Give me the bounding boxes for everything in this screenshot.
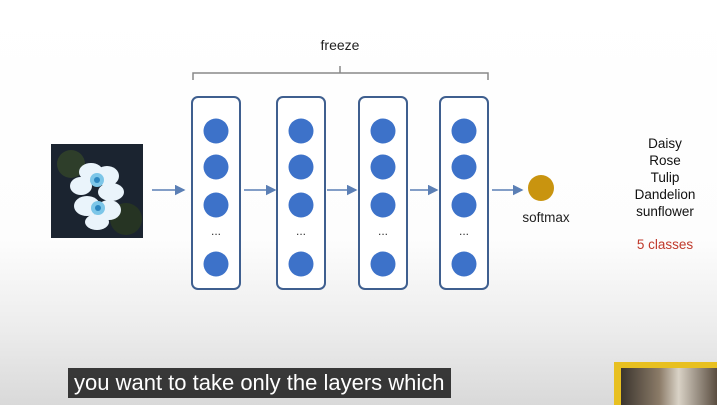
layer-ellipsis: ... (378, 224, 388, 238)
neuron (203, 192, 229, 218)
neuron (203, 154, 229, 180)
neuron (370, 154, 396, 180)
layers-group: ............ (191, 96, 489, 290)
neuron (288, 154, 314, 180)
freeze-label: freeze (320, 37, 360, 53)
neuron (451, 118, 477, 144)
neuron (370, 251, 396, 277)
video-caption: you want to take only the layers which (68, 368, 451, 398)
class-item-rose: Rose (649, 153, 681, 168)
layer-ellipsis: ... (296, 224, 306, 238)
softmax-label: softmax (522, 210, 570, 225)
webcam-feed (621, 368, 717, 405)
softmax-node (528, 175, 554, 201)
webcam-thumbnail (614, 362, 717, 405)
classes-count-label: 5 classes (636, 237, 694, 252)
layer-3: ... (358, 96, 408, 290)
layer-ellipsis: ... (459, 224, 469, 238)
class-item-tulip: Tulip (650, 170, 680, 185)
layer-1: ... (191, 96, 241, 290)
neuron (370, 118, 396, 144)
flower-image (51, 144, 143, 238)
neuron (203, 251, 229, 277)
neuron (288, 251, 314, 277)
neuron (288, 192, 314, 218)
neuron (370, 192, 396, 218)
layer-2: ... (276, 96, 326, 290)
neuron (288, 118, 314, 144)
class-item-daisy: Daisy (648, 136, 682, 151)
layer-4: ... (439, 96, 489, 290)
class-item-dandelion: Dandelion (634, 187, 696, 202)
layer-ellipsis: ... (211, 224, 221, 238)
neuron (203, 118, 229, 144)
neuron (451, 192, 477, 218)
freeze-bracket (192, 66, 489, 80)
class-list: Daisy Rose Tulip Dandelion sunflower (620, 135, 710, 220)
class-item-sunflower: sunflower (636, 204, 694, 219)
neuron (451, 154, 477, 180)
neuron (451, 251, 477, 277)
